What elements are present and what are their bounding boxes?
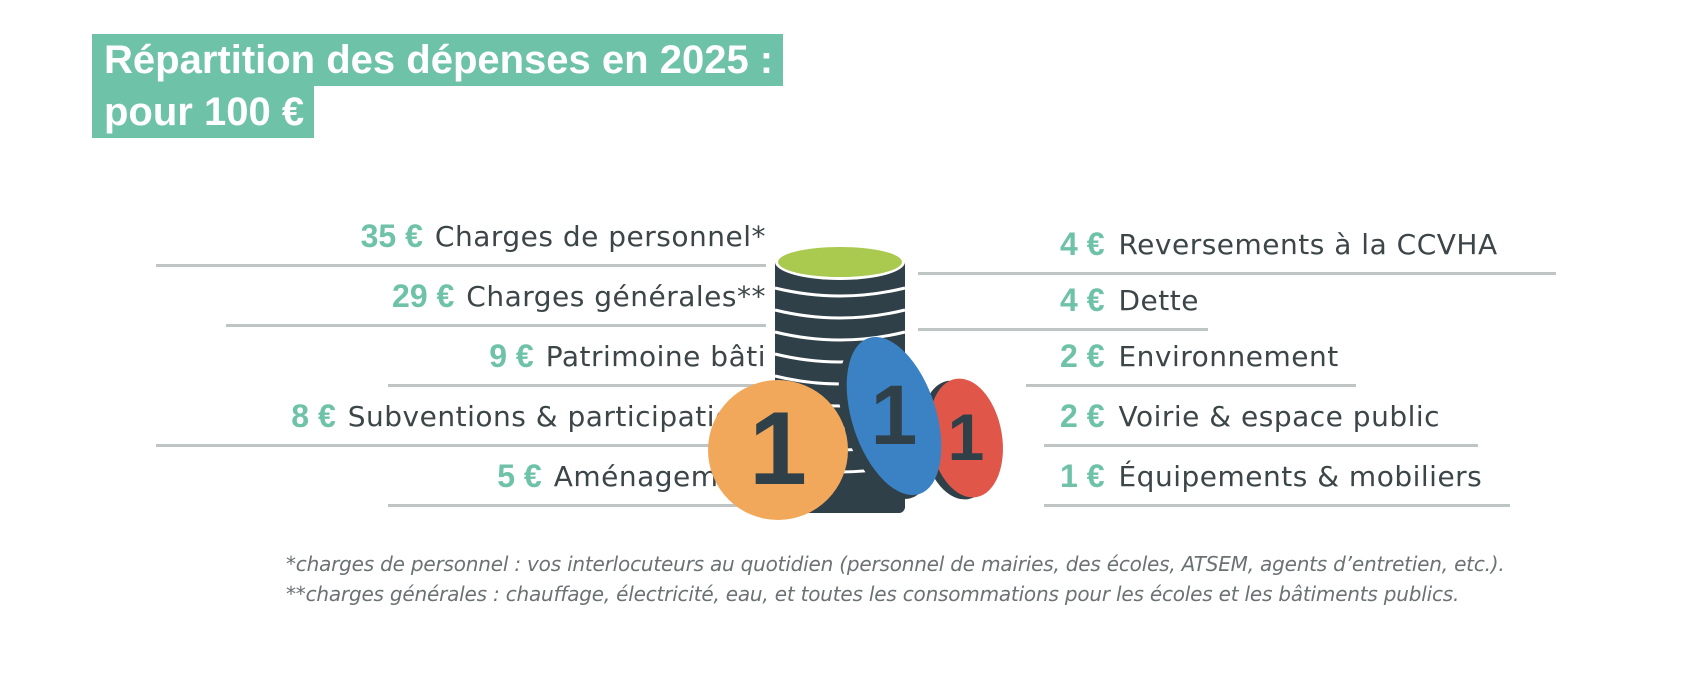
orange-coin-icon: 1 [708,380,848,520]
expense-label: Dette [1118,283,1199,317]
expense-label: Environnement [1118,339,1339,373]
orange-coin-glyph: 1 [749,391,807,507]
page-title-line-1: Répartition des dépenses en 2025 : [92,34,784,86]
expense-row-dette: 4 € Dette [918,272,1208,331]
expense-amount: 29 € [392,277,455,314]
expense-label: Équipements & mobiliers [1118,459,1483,493]
expense-amount: 35 € [360,217,423,254]
expense-label: Charges générales** [466,279,766,313]
page-title-line-2: pour 100 € [92,86,315,138]
expense-amount: 8 € [291,397,336,434]
expense-label: Patrimoine bâti [545,339,766,373]
expense-amount: 4 € [1060,281,1105,318]
expense-amount: 2 € [1060,397,1105,434]
expense-amount: 1 € [1060,457,1105,494]
expense-amount: 9 € [489,337,534,374]
expense-label: Reversements à la CCVHA [1118,227,1498,261]
expense-row-subventions: 8 € Subventions & participations [156,388,766,447]
expense-row-equipements: 1 € Équipements & mobiliers [1044,448,1510,507]
expense-amount: 2 € [1060,337,1105,374]
expense-row-personnel: 35 € Charges de personnel* [156,208,766,267]
footnote-personnel: *charges de personnel : vos interlocuteu… [286,552,1505,576]
expense-amount: 5 € [497,457,542,494]
expense-label: Subventions & participations [347,399,766,433]
expense-amount: 4 € [1060,225,1105,262]
footnote-charges-generales: **charges générales : chauffage, électri… [286,582,1460,606]
coin-stack-illustration: 1 1 1 [708,244,1003,520]
expense-row-voirie: 2 € Voirie & espace public [1044,388,1478,447]
expense-row-charges-generales: 29 € Charges générales** [226,268,766,327]
red-coin-icon: 1 [921,378,1003,500]
blue-coin-glyph: 1 [871,368,918,462]
expense-label: Charges de personnel* [434,219,766,253]
red-coin-glyph: 1 [948,400,985,474]
blue-coin-icon: 1 [838,336,942,500]
expense-label: Voirie & espace public [1118,399,1441,433]
expense-row-patrimoine: 9 € Patrimoine bâti [388,328,766,387]
expense-row-reversements: 4 € Reversements à la CCVHA [918,216,1556,275]
expense-row-environnement: 2 € Environnement [1026,328,1356,387]
